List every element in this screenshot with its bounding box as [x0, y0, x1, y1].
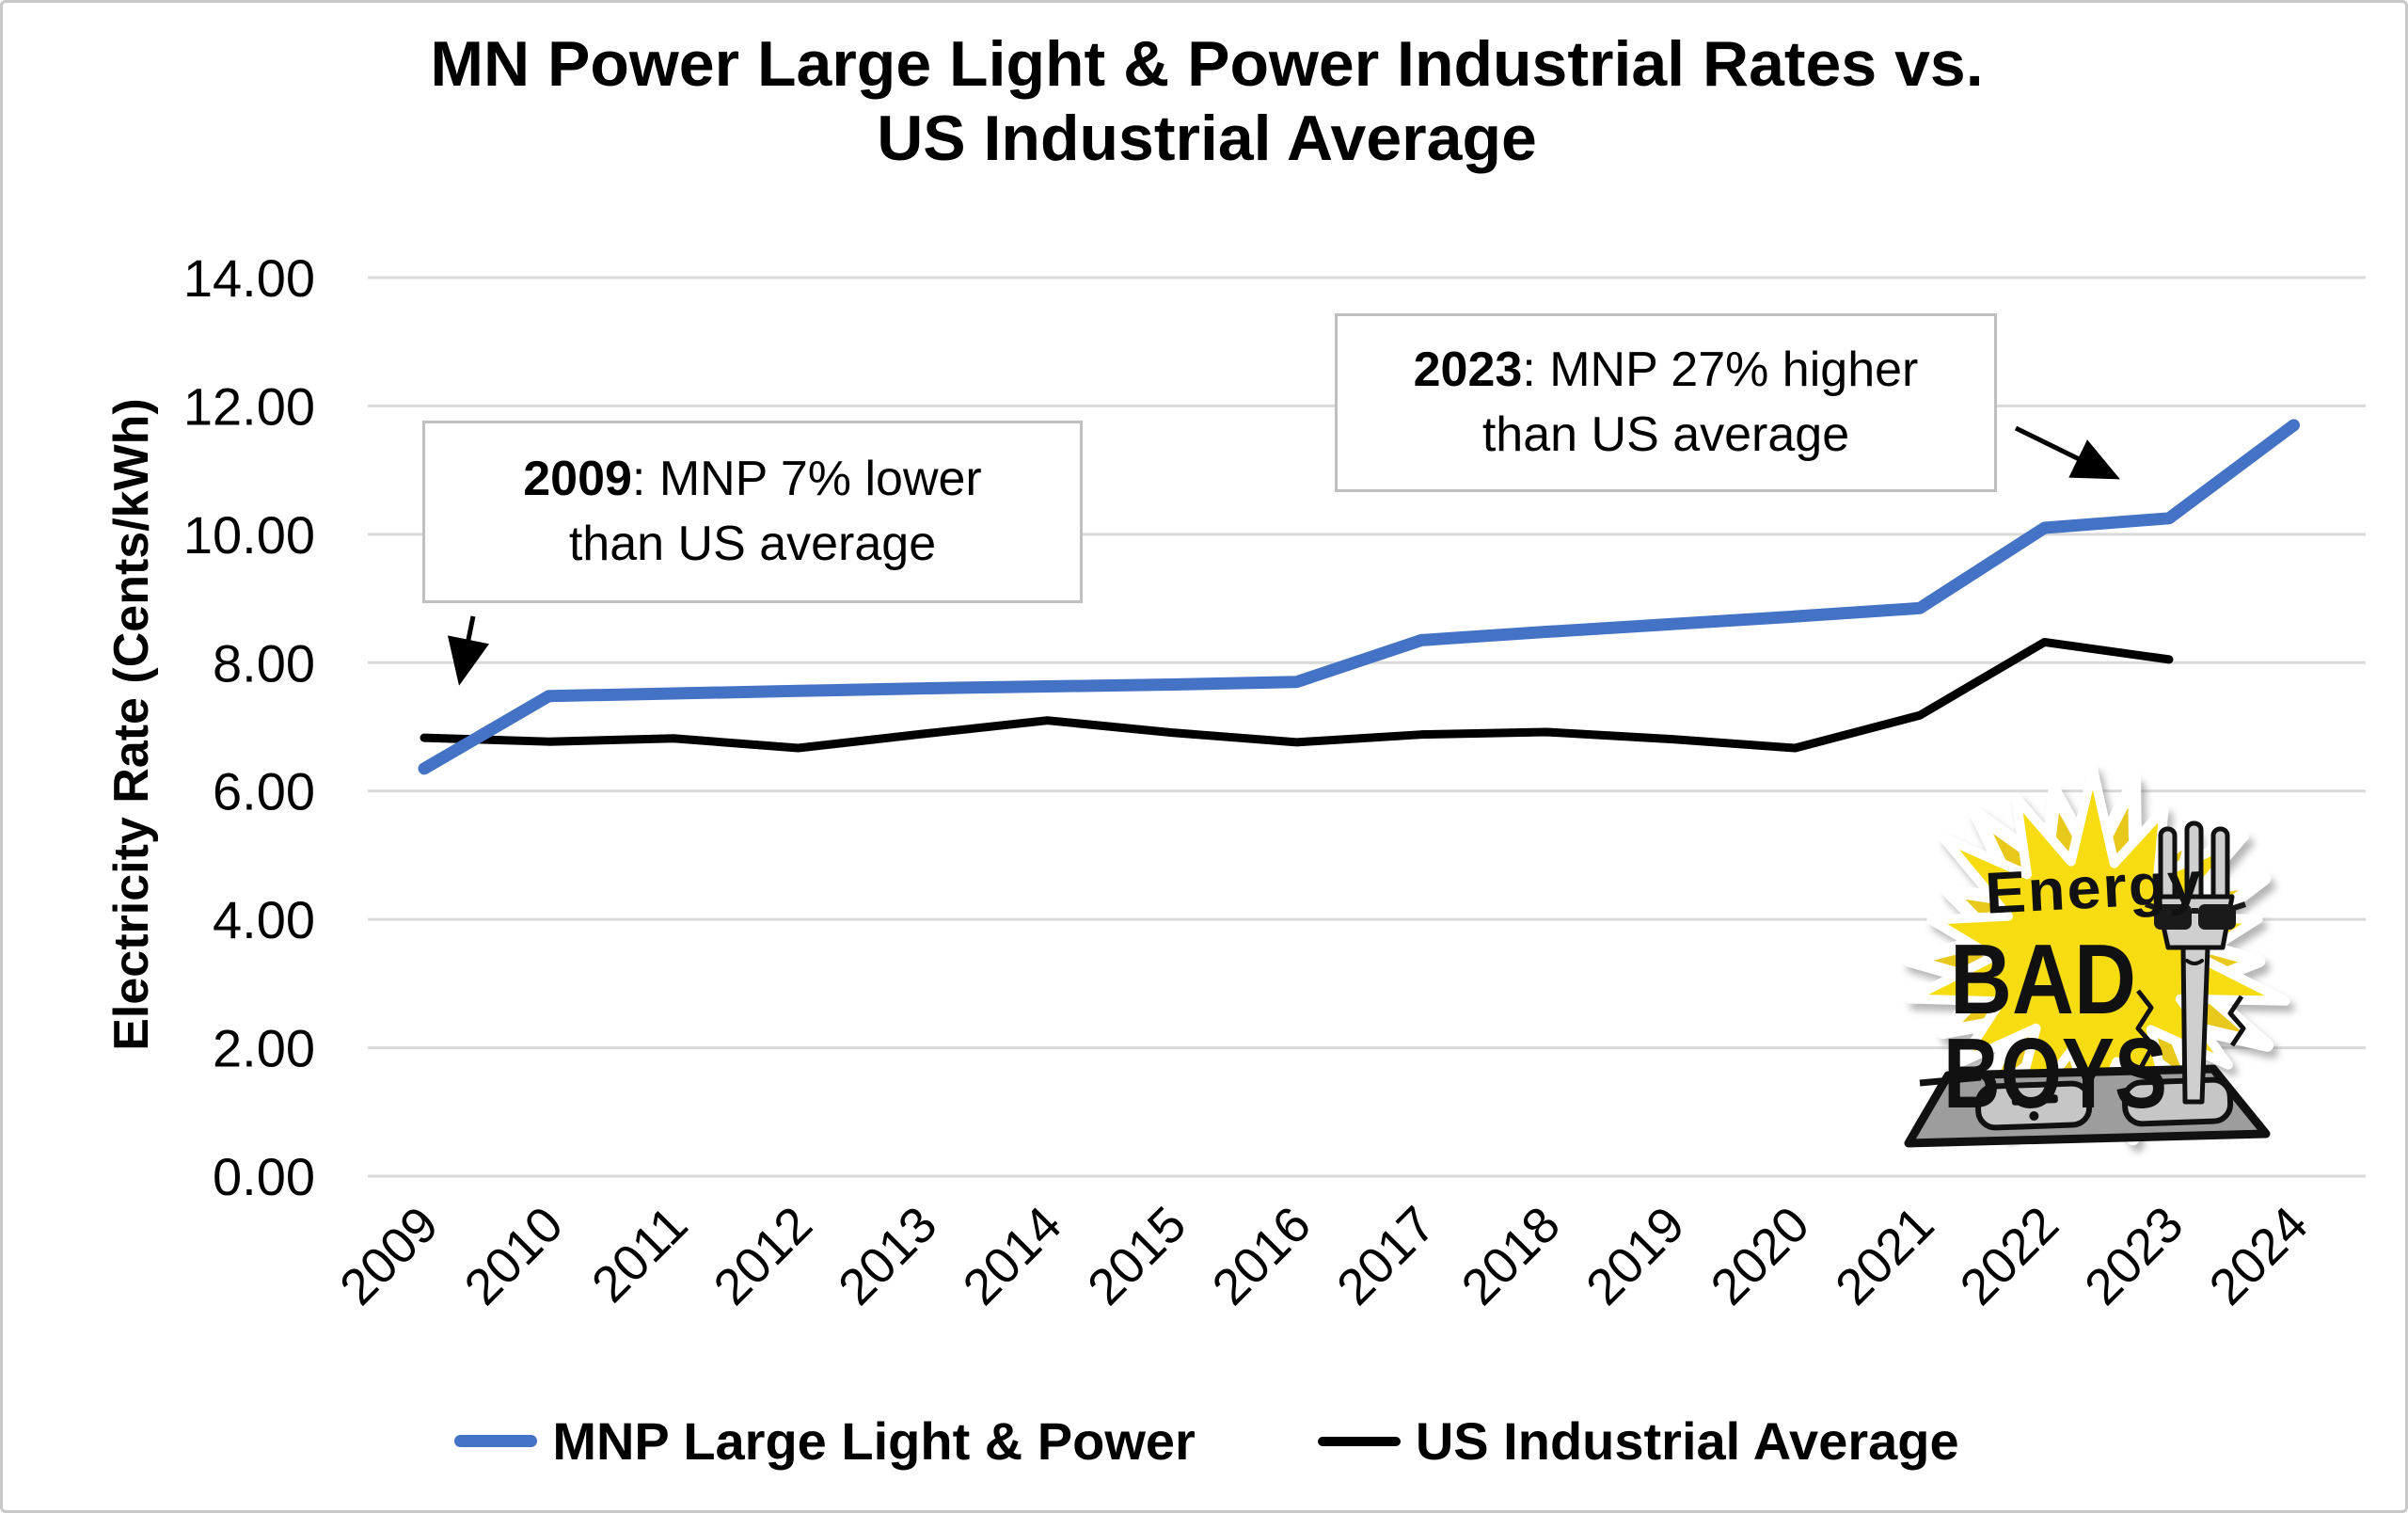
x-tick-label: 2012 [704, 1196, 823, 1315]
x-tick-label: 2009 [329, 1196, 449, 1315]
chart-title: MN Power Large Light & Power Industrial … [3, 27, 2405, 176]
x-tick-label: 2016 [1202, 1196, 1322, 1315]
x-tick-label: 2019 [1576, 1196, 1695, 1315]
x-tick-label: 2010 [454, 1196, 574, 1315]
annotation-arrow [2014, 425, 2120, 480]
annotation-box-2009: 2009: MNP 7% lower than US average [422, 421, 1083, 603]
x-tick-label: 2018 [1451, 1196, 1571, 1315]
y-tick-label: 6.00 [213, 762, 315, 821]
data-series-lines [418, 419, 2300, 775]
annotation-2009-line2: than US average [568, 517, 937, 571]
x-tick-label: 2023 [2074, 1196, 2194, 1315]
y-tick-label: 10.00 [183, 505, 315, 565]
annotation-2009-line1: 2009: MNP 7% lower [523, 452, 982, 507]
legend-item-mnp: MNP Large Light & Power [454, 1410, 1196, 1472]
x-tick-label: 2011 [581, 1196, 699, 1314]
y-tick-label: 2.00 [213, 1019, 315, 1078]
outlet-icon [1904, 1064, 2271, 1148]
legend-swatch-mnp-line [454, 1435, 538, 1447]
line-chart-plot: 0.00 2.00 4.00 6.00 8.00 10.00 12.00 14.00 2009… [183, 248, 2366, 1315]
y-tick-label: 14.00 [183, 248, 315, 308]
x-tick-label: 2021 [1825, 1196, 1944, 1315]
logo-word-energy: Energy [1984, 851, 2205, 927]
y-tick-label: 8.00 [213, 633, 315, 693]
annotation-arrow [447, 615, 490, 686]
x-tick-label: 2013 [828, 1196, 947, 1315]
chart-title-line2: US Industrial Average [877, 102, 1537, 174]
y-tick-label: 4.00 [213, 890, 315, 949]
energy-bad-boys-logo: Energy BAD BOYS [1902, 767, 2290, 1148]
annotation-box-2023: 2023: MNP 27% higher than US average [1335, 313, 1997, 492]
annotation-arrows [447, 425, 2120, 686]
y-tick-label: 12.00 [183, 376, 315, 436]
series-line-us [420, 637, 2174, 753]
chart-legend: MNP Large Light & Power US Industrial Av… [3, 1410, 2405, 1472]
legend-label-us: US Industrial Average [1415, 1411, 1959, 1471]
y-axis-tick-labels: 0.00 2.00 4.00 6.00 8.00 10.00 12.00 14.00 [183, 248, 315, 1206]
fork-icon [2135, 820, 2246, 1105]
x-tick-label: 2015 [1077, 1196, 1196, 1315]
sunglasses-icon [2145, 901, 2246, 930]
legend-label-mnp: MNP Large Light & Power [552, 1411, 1196, 1471]
logo-word-boys: BOYS [1943, 1018, 2167, 1129]
legend-swatch-us-line [1317, 1436, 1401, 1446]
x-axis-tick-labels: 2009 2010 2011 2012 2013 2014 2015 2016 2017 2018… [329, 1196, 2319, 1315]
x-tick-label: 2020 [1701, 1196, 1820, 1315]
x-tick-label: 2022 [1950, 1196, 2069, 1315]
x-tick-label: 2024 [2199, 1196, 2319, 1315]
fork-smile [2185, 959, 2204, 965]
annotation-2023-line1: 2023: MNP 27% higher [1413, 342, 1919, 398]
x-tick-label: 2017 [1326, 1196, 1446, 1315]
chart-title-line1: MN Power Large Light & Power Industrial … [430, 28, 1984, 100]
spark-right-icon [2227, 995, 2246, 1047]
x-tick-label: 2014 [953, 1196, 1072, 1315]
annotation-2023-line2: than US average [1481, 407, 1850, 462]
logo-word-bad: BAD [1950, 924, 2136, 1035]
series-line-mnp [418, 419, 2300, 775]
legend-item-us: US Industrial Average [1317, 1410, 1959, 1472]
spark-left-icon [2135, 989, 2156, 1083]
y-tick-label: 0.00 [213, 1147, 315, 1206]
